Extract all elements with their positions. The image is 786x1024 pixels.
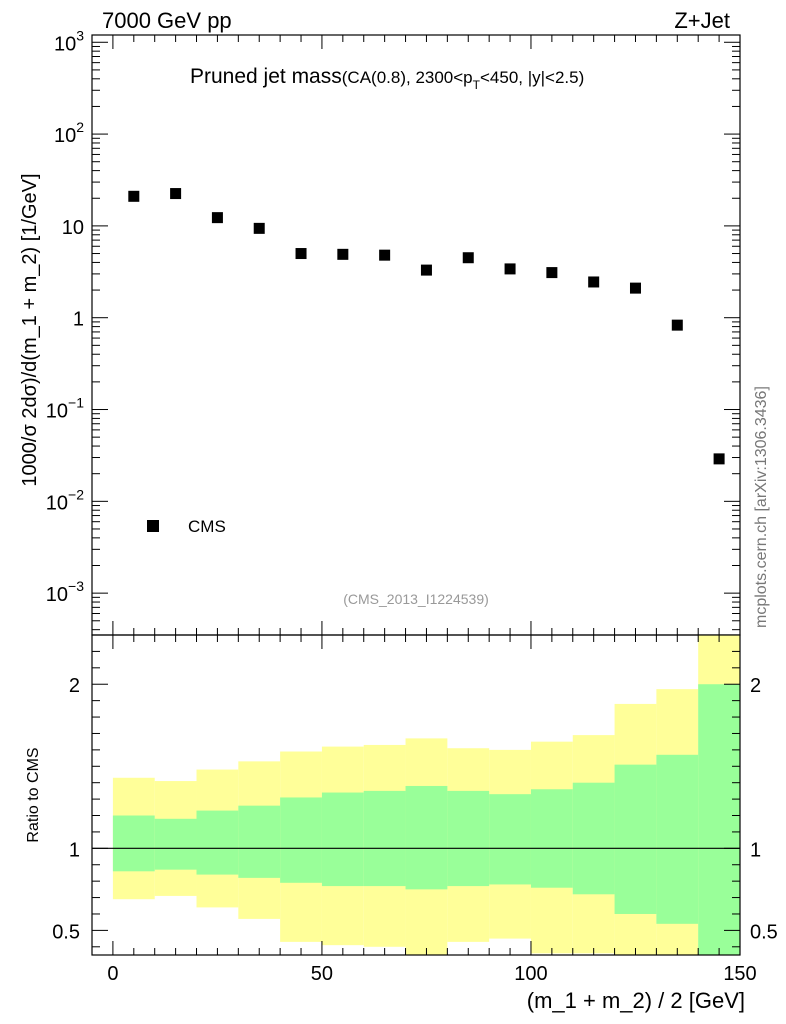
ratio-y-tick-label-right: 0.5 [750, 921, 778, 943]
ratio-y-tick-label-left: 2 [69, 675, 80, 697]
inner-band-bin [154, 818, 197, 870]
y-tick-label: 10−2 [46, 486, 84, 514]
ratio-axis-ticks [92, 635, 741, 955]
data-markers [128, 188, 725, 465]
legend: CMS [147, 517, 226, 536]
y-tick-label: 10−1 [46, 395, 84, 423]
inner-band-bin [447, 790, 490, 887]
top-y-axis-label: 1000/σ 2dσ)/d(m_1 + m_2) [1/GeV] [19, 173, 41, 486]
mcplots-watermark: mcplots.cern.ch [arXiv:1306.3436] [753, 386, 770, 628]
ratio-plot: 0.5 0.5 1 1 2 2 0 50 100 150 Ratio to CMS (m_1 +… [25, 634, 778, 1013]
x-tick-label: 50 [311, 963, 333, 985]
data-point [170, 188, 182, 200]
inner-band-bin [572, 782, 615, 895]
inner-band-bin [363, 790, 406, 887]
x-axis-label: (m_1 + m_2) / 2 [GeV] [527, 988, 745, 1013]
uncertainty-bands [112, 635, 740, 955]
data-point [253, 222, 265, 234]
inner-band-bin [238, 805, 281, 878]
ratio-y-tick-label-right: 1 [750, 839, 761, 861]
x-tick-label: 0 [107, 963, 118, 985]
ratio-y-tick-label-right: 2 [750, 675, 761, 697]
y-tick-label: 102 [54, 119, 84, 147]
data-point [211, 212, 223, 224]
data-point [420, 264, 432, 276]
inner-band-bin [656, 754, 699, 924]
inner-band-bin [280, 797, 322, 883]
data-point [295, 248, 307, 260]
ratio-plot-frame [91, 634, 741, 956]
top-plot-frame [91, 34, 741, 636]
data-point [713, 453, 725, 465]
data-point [462, 252, 474, 264]
ratio-y-tick-label-left: 0.5 [52, 921, 80, 943]
top-y-tick-labels: 10−3 10−2 10−1 1 10 102 103 [46, 27, 84, 606]
plot-title: Pruned jet mass(CA(0.8), 2300<pT<450, |y… [190, 65, 584, 92]
legend-label: CMS [188, 517, 226, 536]
inner-band-bin [489, 794, 531, 885]
inner-band-bin [196, 810, 239, 875]
energy-label: 7000 GeV pp [102, 8, 232, 33]
inner-band-bin [321, 792, 364, 887]
main-plot: 10−3 10−2 10−1 1 10 102 103 Pruned jet mass(CA… [19, 27, 741, 636]
data-point [588, 276, 600, 288]
ratio-y-tick-label-left: 1 [69, 839, 80, 861]
x-tick-label: 150 [723, 963, 756, 985]
reference-id: (CMS_2013_I1224539) [343, 591, 489, 607]
data-point [671, 319, 683, 331]
top-axis-ticks [92, 35, 741, 635]
x-tick-labels: 0 50 100 150 [107, 963, 756, 985]
data-point [629, 282, 641, 294]
x-tick-label: 100 [514, 963, 547, 985]
ratio-y-tick-labels: 0.5 0.5 1 1 2 2 [52, 675, 778, 943]
inner-band-bin [112, 815, 155, 872]
legend-marker [147, 520, 159, 532]
y-tick-label: 10 [62, 217, 84, 239]
y-tick-label: 103 [54, 27, 84, 55]
y-tick-label: 1 [73, 309, 84, 331]
data-point [379, 249, 391, 261]
data-point [337, 248, 349, 260]
process-label: Z+Jet [674, 8, 730, 33]
y-tick-label: 10−3 [46, 578, 84, 606]
data-point [546, 267, 558, 279]
inner-band-bin [405, 785, 448, 890]
inner-band-bin [530, 789, 573, 888]
inner-band-bin [698, 684, 740, 955]
data-point [128, 190, 140, 202]
data-point [504, 263, 516, 275]
ratio-y-axis-label: Ratio to CMS [25, 747, 42, 842]
inner-band-bin [614, 764, 657, 914]
